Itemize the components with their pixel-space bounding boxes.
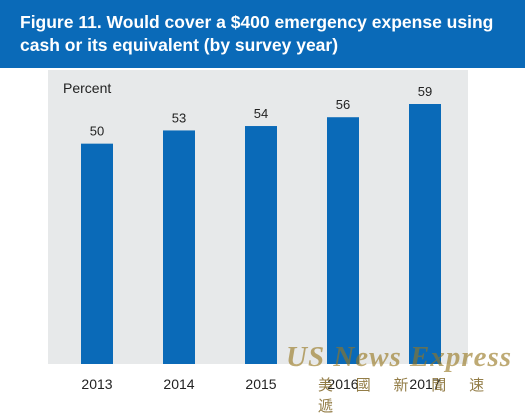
- value-label-2016: 56: [336, 97, 350, 112]
- figure-title: Figure 11. Would cover a $400 emergency …: [20, 12, 494, 55]
- value-label-2013: 50: [90, 124, 104, 139]
- x-tick-label-2016: 2016: [327, 376, 358, 392]
- watermark-logo: US News Express: [286, 341, 513, 373]
- x-tick-label-2015: 2015: [245, 376, 276, 392]
- x-tick-label-2017: 2017: [409, 376, 440, 392]
- bar-chart: 50 53 54 56 59 2013 2014 2015 2016 2017: [81, 84, 441, 392]
- x-tick-label-2014: 2014: [163, 376, 194, 392]
- x-tick-labels-group: 2013 2014 2015 2016 2017: [81, 376, 440, 392]
- value-label-2014: 53: [172, 110, 186, 125]
- value-label-2017: 59: [418, 84, 432, 99]
- bar-2016: [327, 117, 359, 364]
- watermark-subtext: 美 國 新 聞 速 遞: [318, 376, 494, 415]
- x-tick-label-2013: 2013: [81, 376, 112, 392]
- bar-2017: [409, 104, 441, 364]
- bar-2014: [163, 130, 195, 364]
- bar-2015: [245, 126, 277, 364]
- bar-2013: [81, 143, 113, 364]
- value-labels-group: 50 53 54 56 59: [90, 84, 432, 139]
- bars-group: [81, 104, 441, 364]
- figure-title-bar: Figure 11. Would cover a $400 emergency …: [0, 0, 525, 68]
- y-axis-label: Percent: [63, 80, 112, 96]
- value-label-2015: 54: [254, 106, 268, 121]
